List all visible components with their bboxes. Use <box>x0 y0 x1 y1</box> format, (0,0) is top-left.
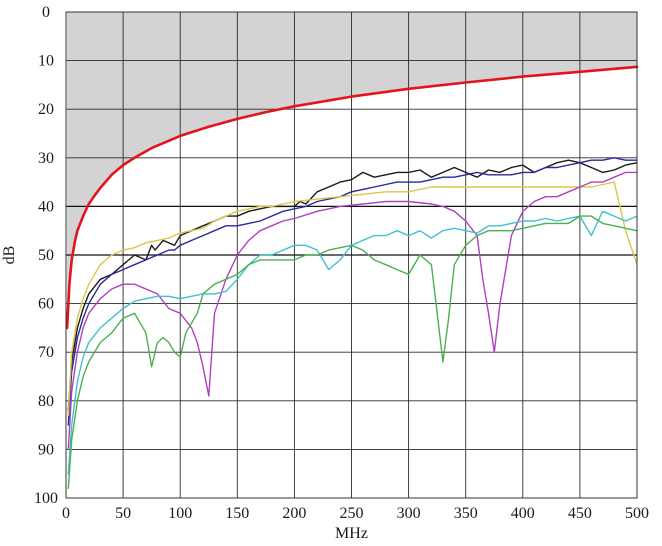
series-line-4 <box>67 171 638 451</box>
y-tick-label: 40 <box>38 198 54 215</box>
x-tick-label: 350 <box>454 505 478 522</box>
x-tick-label: 250 <box>340 505 364 522</box>
x-tick-label: 500 <box>625 505 649 522</box>
y-tick-label: 70 <box>38 344 54 361</box>
x-tick-label: 200 <box>282 505 306 522</box>
series-line-6 <box>67 215 638 489</box>
x-tick-label: 0 <box>62 505 70 522</box>
y-tick-label: 10 <box>38 53 54 70</box>
limit-fill-layer <box>67 12 638 328</box>
x-tick-label: 450 <box>568 505 592 522</box>
y-tick-label: 50 <box>38 247 54 264</box>
y-tick-label: 60 <box>38 296 54 313</box>
plot-frame <box>65 11 638 499</box>
y-tick-label: 0 <box>42 4 50 21</box>
y-tick-label: 30 <box>38 150 54 167</box>
series-line-3 <box>67 181 638 417</box>
series-layer <box>65 65 639 489</box>
x-tick-label: 400 <box>511 505 535 522</box>
series-line-5 <box>67 210 638 475</box>
y-tick-label: 20 <box>38 101 54 118</box>
x-axis-label: MHz <box>335 525 368 542</box>
series-line-1 <box>67 159 638 412</box>
x-tick-label: 150 <box>225 505 249 522</box>
x-tick-label: 50 <box>115 505 131 522</box>
y-tick-label: 90 <box>38 441 54 458</box>
x-tick-label: 300 <box>397 505 421 522</box>
y-tick-label: 100 <box>34 490 58 507</box>
x-tick-label: 100 <box>168 505 192 522</box>
limit-line <box>65 65 639 330</box>
y-tick-label: 80 <box>38 393 54 410</box>
y-axis-label: dB <box>1 246 18 265</box>
tick-labels: 0 50 100 150 200 250 300 350 400 450 500 0 10 20 30 40 5… <box>34 4 649 522</box>
limit-shaded-region <box>67 12 638 328</box>
